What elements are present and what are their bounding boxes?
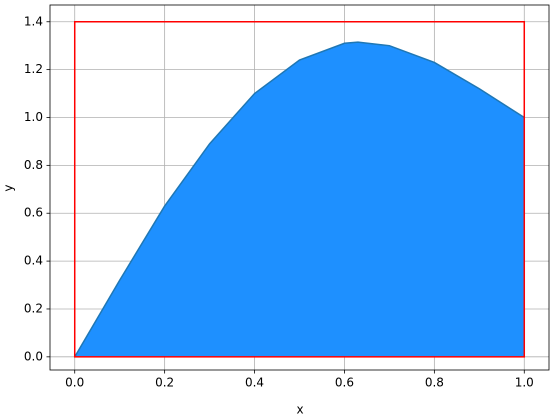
line [74,41,525,358]
x-tick-label: 0.6 [335,376,354,390]
y-tick-label: 0.2 [24,301,43,315]
plot-frame [49,4,550,371]
y-tick-label: 1.0 [24,110,43,124]
x-tick-label: 0.8 [425,376,444,390]
area [74,42,525,357]
y-tick-label: 0.8 [24,158,43,172]
x-tick-label: 1.0 [515,376,534,390]
y-tick-label: 1.2 [24,62,43,76]
x-tick-label: 0.4 [245,376,264,390]
y-tick-label: 0.6 [24,206,43,220]
x-tick-label: 0.0 [65,376,84,390]
y-tick-label: 0.0 [24,349,43,363]
y-axis-label: y [2,184,16,191]
rectangle [73,21,526,358]
y-tick-label: 1.4 [24,14,43,28]
x-tick-label: 0.2 [155,376,174,390]
y-tick-label: 0.4 [24,254,43,268]
x-axis-label: x [296,403,303,417]
